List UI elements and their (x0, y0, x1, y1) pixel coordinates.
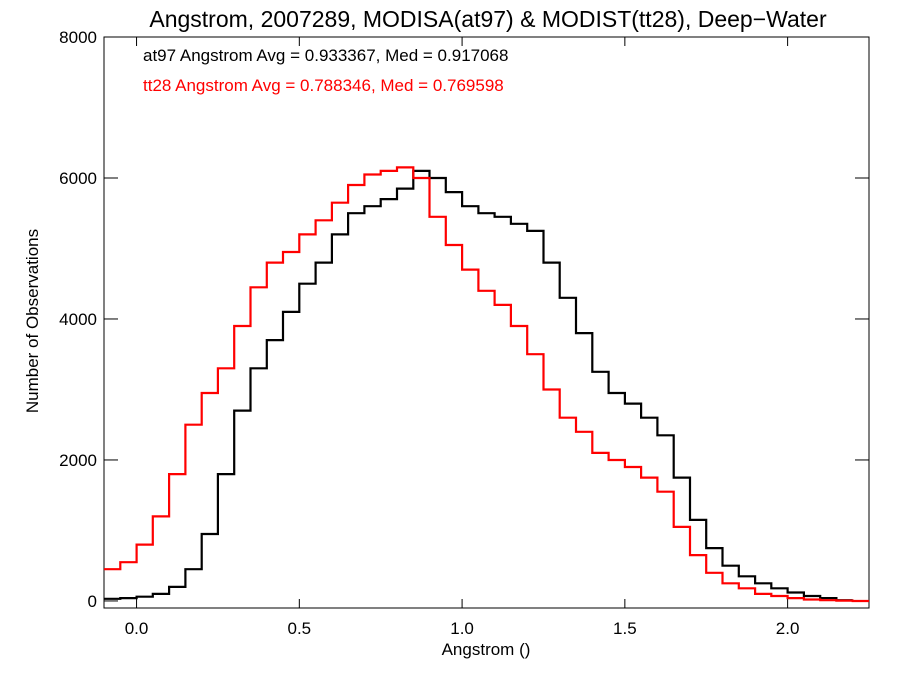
y-tick-label: 6000 (59, 169, 97, 188)
series-line-0 (104, 169, 853, 602)
annotation-at97: at97 Angstrom Avg = 0.933367, Med = 0.91… (143, 46, 508, 65)
series-layer (104, 166, 869, 603)
series-line-1 (104, 166, 869, 603)
x-tick-label: 0.5 (287, 619, 311, 638)
y-tick-label: 0 (88, 592, 97, 611)
plot-frame (103, 36, 870, 609)
x-axis: 0.0 0.5 1.0 1.5 2.0 (125, 37, 800, 638)
x-axis-label: Angstrom () (442, 640, 531, 659)
y-axis: 0 2000 4000 6000 8000 (59, 28, 869, 611)
annotation-tt28: tt28 Angstrom Avg = 0.788346, Med = 0.76… (143, 76, 504, 95)
y-axis-label: Number of Observations (23, 229, 42, 413)
x-tick-label: 1.5 (613, 619, 637, 638)
x-tick-label: 0.0 (125, 619, 149, 638)
y-tick-label: 8000 (59, 28, 97, 47)
x-tick-label: 2.0 (776, 619, 800, 638)
y-tick-label: 2000 (59, 451, 97, 470)
chart-title: Angstrom, 2007289, MODISA(at97) & MODIST… (149, 6, 827, 32)
x-tick-label: 1.0 (450, 619, 474, 638)
y-tick-label: 4000 (59, 310, 97, 329)
